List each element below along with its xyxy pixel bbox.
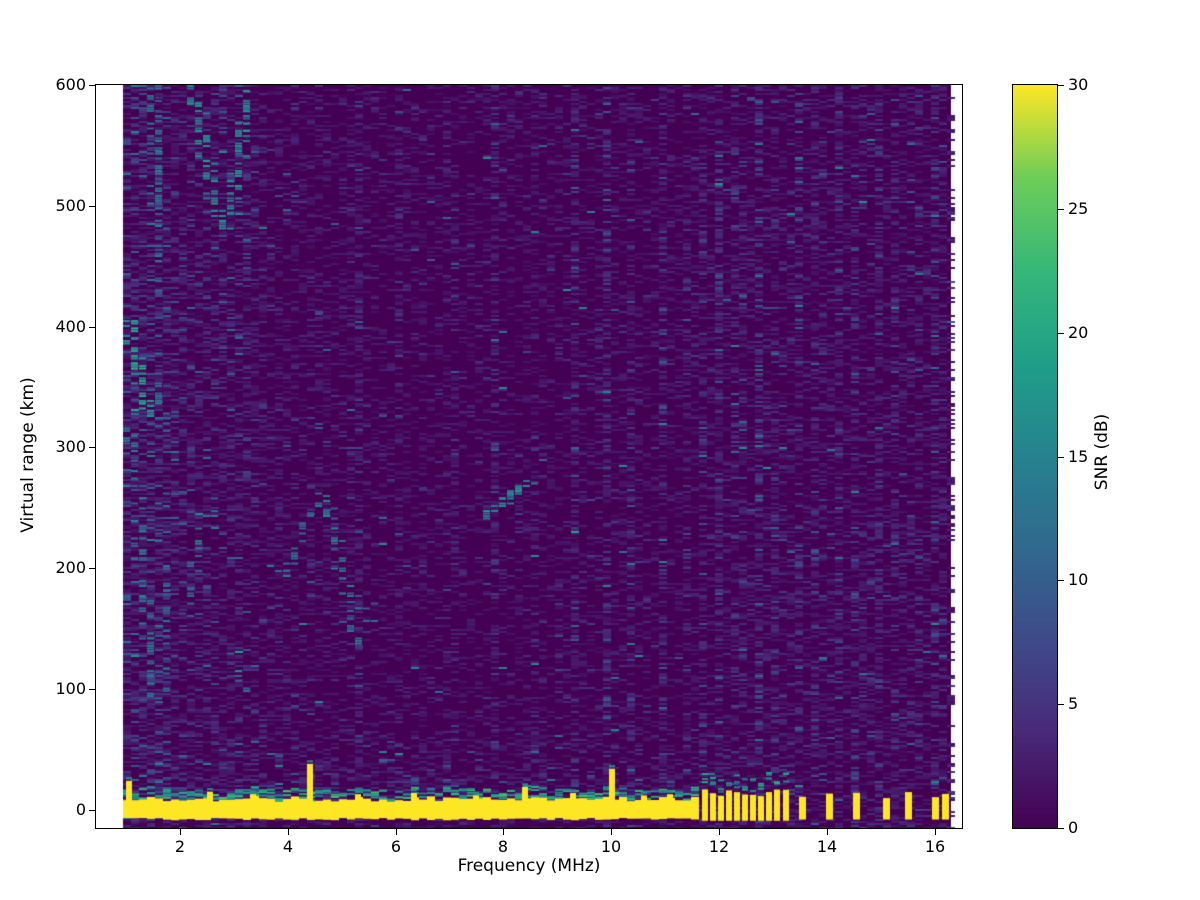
- colorbar-tick-label: 15: [1068, 447, 1089, 466]
- ionogram-heatmap: [96, 85, 962, 828]
- y-tick-mark: [89, 85, 95, 86]
- x-tick-label: 8: [497, 837, 509, 856]
- colorbar-tick-mark: [1058, 85, 1064, 86]
- y-tick-mark: [89, 206, 95, 207]
- x-tick-mark: [719, 829, 720, 835]
- colorbar: [1012, 84, 1058, 829]
- colorbar-gradient: [1013, 85, 1057, 828]
- x-tick-label: 14: [816, 837, 838, 856]
- x-axis-label: Frequency (MHz): [457, 856, 601, 876]
- y-tick-mark: [89, 689, 95, 690]
- x-tick-label: 10: [600, 837, 622, 856]
- colorbar-tick-label: 25: [1068, 199, 1089, 218]
- plot-area: [95, 84, 963, 829]
- x-tick-mark: [611, 829, 612, 835]
- colorbar-tick-mark: [1058, 704, 1064, 705]
- colorbar-tick-mark: [1058, 333, 1064, 334]
- x-tick-mark: [180, 829, 181, 835]
- colorbar-tick-mark: [1058, 828, 1064, 829]
- x-tick-mark: [827, 829, 828, 835]
- colorbar-tick-label: 5: [1068, 694, 1079, 713]
- y-tick-label: 400: [55, 317, 86, 336]
- y-tick-label: 500: [55, 196, 86, 215]
- colorbar-tick-mark: [1058, 457, 1064, 458]
- y-tick-mark: [89, 568, 95, 569]
- y-tick-label: 0: [75, 800, 86, 819]
- x-tick-mark: [503, 829, 504, 835]
- y-tick-mark: [89, 810, 95, 811]
- y-tick-label: 600: [55, 75, 86, 94]
- colorbar-tick-mark: [1058, 580, 1064, 581]
- x-tick-label: 16: [924, 837, 946, 856]
- x-tick-mark: [935, 829, 936, 835]
- colorbar-tick-label: 10: [1068, 570, 1089, 589]
- x-tick-label: 6: [390, 837, 402, 856]
- x-tick-mark: [396, 829, 397, 835]
- x-tick-label: 12: [708, 837, 730, 856]
- colorbar-tick-label: 20: [1068, 323, 1089, 342]
- x-tick-mark: [288, 829, 289, 835]
- x-tick-label: 2: [174, 837, 186, 856]
- colorbar-tick-mark: [1058, 209, 1064, 210]
- colorbar-tick-label: 30: [1068, 75, 1089, 94]
- y-tick-label: 300: [55, 437, 86, 456]
- y-tick-label: 100: [55, 679, 86, 698]
- colorbar-tick-label: 0: [1068, 818, 1079, 837]
- y-tick-mark: [89, 327, 95, 328]
- x-tick-label: 4: [282, 837, 294, 856]
- y-tick-mark: [89, 447, 95, 448]
- y-tick-label: 200: [55, 558, 86, 577]
